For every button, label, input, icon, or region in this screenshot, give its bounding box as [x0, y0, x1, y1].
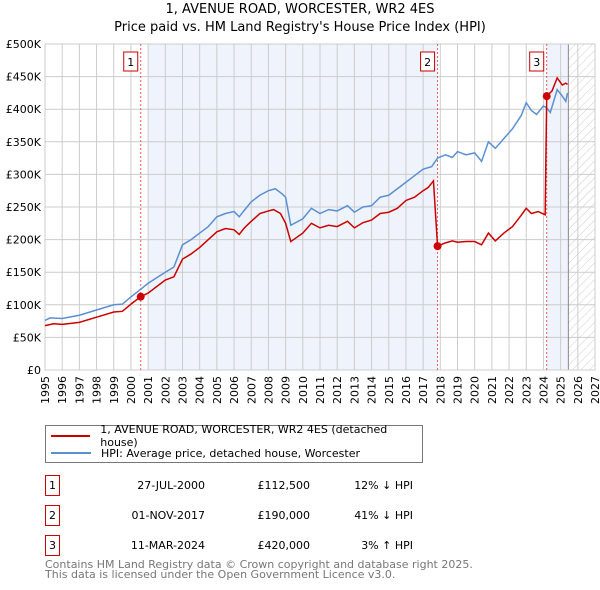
sale-marker: 2 — [45, 505, 60, 526]
hpi-line — [44, 88, 569, 322]
footer: Contains HM Land Registry data © Crown c… — [45, 558, 473, 581]
x-tick-label: 1995 — [39, 376, 52, 404]
sale-box — [529, 51, 545, 72]
y-tick-label: £100K — [6, 299, 42, 312]
footer-licence: This data is licensed under the Open Gov… — [45, 568, 396, 581]
price-chart: 1995 1996 1997 1998 1999 2000 2001 2002 2003 2004… — [6, 38, 600, 404]
x-tick-label: 2001 — [142, 376, 155, 404]
sale-point — [433, 242, 442, 251]
sale-box — [123, 51, 139, 72]
sale-price: £190,000 — [257, 509, 311, 522]
x-tick-label: 2023 — [520, 376, 533, 404]
y-tick-label: £50K — [13, 331, 42, 344]
x-tick-label: 2025 — [555, 376, 568, 404]
x-tick-label: 2022 — [503, 376, 516, 404]
y-tick-label: £250K — [6, 201, 42, 214]
x-tick-label: 2007 — [245, 376, 258, 404]
footer-copyright: Contains HM Land Registry data © Crown c… — [45, 558, 473, 571]
x-tick-label: 2018 — [434, 376, 447, 404]
x-tick-label: 2014 — [366, 376, 379, 404]
sale-hpi-diff: 41% ↓ HPI — [354, 509, 413, 522]
x-tick-label: 2013 — [348, 376, 361, 404]
sale-point — [136, 292, 145, 301]
y-tick-label: £400K — [6, 103, 42, 116]
chart-title: 1, AVENUE ROAD, WORCESTER, WR2 4ES — [165, 2, 435, 17]
table-row: 3 11-MAR-2024 £420,000 3% ↑ HPI — [45, 535, 465, 556]
y-tick-label: £0 — [27, 364, 41, 377]
x-tick-label: 2006 — [228, 376, 241, 404]
sale-box-label: 2 — [424, 56, 431, 69]
x-tick-label: 2000 — [125, 376, 138, 404]
y-tick-label: £200K — [6, 234, 42, 247]
x-tick-label: 2027 — [589, 376, 600, 404]
x-tick-label: 2002 — [159, 376, 172, 404]
x-tick-label: 2011 — [314, 376, 327, 404]
sale-box-label: 3 — [533, 56, 540, 69]
sale-hpi-diff: 12% ↓ HPI — [354, 479, 413, 492]
sale-price: £112,500 — [257, 479, 311, 492]
x-tick-label: 2005 — [211, 376, 224, 404]
x-tick-label: 2003 — [177, 376, 190, 404]
sale-date: 27-JUL-2000 — [137, 479, 205, 492]
legend-label: HPI: Average price, detached house, Worc… — [101, 446, 361, 460]
sale-box-label: 1 — [127, 56, 134, 69]
sale-hpi-diff: 3% ↑ HPI — [361, 539, 413, 552]
legend-swatch-red — [51, 435, 91, 437]
x-tick-label: 2009 — [280, 376, 293, 404]
x-tick-label: 2020 — [469, 376, 482, 404]
plot-border — [44, 43, 596, 371]
y-tick-label: £300K — [6, 168, 42, 181]
x-tick-label: 2024 — [537, 376, 550, 404]
x-tick-label: 2021 — [486, 376, 499, 404]
sale-date: 01-NOV-2017 — [131, 509, 205, 522]
y-tick-label: £450K — [6, 71, 42, 84]
x-tick-label: 2017 — [417, 376, 430, 404]
y-tick-label: £500K — [6, 38, 42, 51]
x-tick-label: 2008 — [262, 376, 275, 404]
x-tick-label: 2015 — [383, 376, 396, 404]
chart-subtitle: Price paid vs. HM Land Registry's House … — [114, 20, 486, 35]
legend-item-hpi: HPI: Average price, detached house, Worc… — [51, 445, 360, 461]
sale-point — [542, 92, 551, 101]
x-tick-label: 2026 — [572, 376, 585, 404]
y-tick-label: £350K — [6, 136, 42, 149]
sale-box — [420, 51, 436, 72]
table-row: 2 01-NOV-2017 £190,000 41% ↓ HPI — [45, 505, 465, 526]
legend-label: 1, AVENUE ROAD, WORCESTER, WR2 4ES (deta… — [100, 423, 388, 449]
x-tick-label: 1996 — [56, 376, 69, 404]
legend-item-property: 1, AVENUE ROAD, WORCESTER, WR2 4ES (deta… — [51, 423, 422, 449]
x-tick-label: 2012 — [331, 376, 344, 404]
x-tick-label: 2010 — [297, 376, 310, 404]
x-tick-label: 1999 — [108, 376, 121, 404]
table-row: 1 27-JUL-2000 £112,500 12% ↓ HPI — [45, 475, 465, 496]
x-tick-label: 1998 — [91, 376, 104, 404]
property-price-line — [44, 76, 568, 327]
sale-price: £420,000 — [257, 539, 311, 552]
x-tick-label: 2019 — [452, 376, 465, 404]
sale-marker: 3 — [45, 535, 60, 556]
sale-marker: 1 — [45, 475, 60, 496]
x-tick-label: 2004 — [194, 376, 207, 404]
x-tick-label: 1997 — [73, 376, 86, 404]
y-tick-label: £150K — [6, 266, 42, 279]
legend-swatch-blue — [51, 452, 91, 454]
legend: 1, AVENUE ROAD, WORCESTER, WR2 4ES (deta… — [45, 423, 423, 463]
sale-date: 11-MAR-2024 — [130, 539, 205, 552]
x-tick-label: 2016 — [400, 376, 413, 404]
